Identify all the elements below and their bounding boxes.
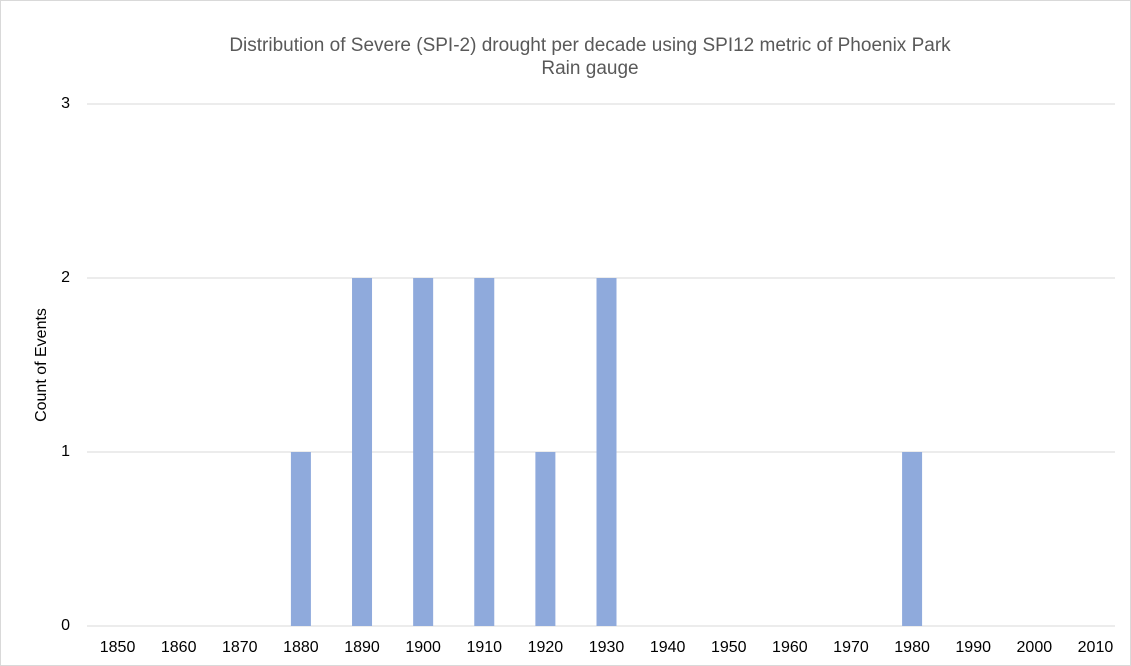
x-tick-label: 1990 — [955, 639, 991, 656]
x-tick-label: 1860 — [161, 639, 197, 656]
x-tick-label: 1920 — [528, 639, 564, 656]
x-tick-label: 1980 — [894, 639, 930, 656]
bar — [596, 278, 617, 626]
bar — [413, 278, 434, 626]
x-tick-label: 1960 — [772, 639, 808, 656]
bar — [535, 452, 556, 626]
x-tick-label: 1870 — [222, 639, 258, 656]
y-tick-label: 3 — [61, 95, 70, 112]
chart-title: Distribution of Severe (SPI-2) drought p… — [229, 35, 951, 79]
y-tick-label: 0 — [61, 617, 70, 634]
x-tick-label: 1940 — [650, 639, 686, 656]
x-tick-label: 1900 — [405, 639, 441, 656]
x-tick-label: 1850 — [100, 639, 136, 656]
bar — [290, 452, 311, 626]
x-tick-label: 1970 — [833, 639, 869, 656]
y-tick-label: 1 — [61, 443, 70, 460]
bar — [352, 278, 373, 626]
bar — [902, 452, 923, 626]
x-tick-label: 2000 — [1017, 639, 1053, 656]
x-tick-label: 1910 — [466, 639, 502, 656]
x-tick-label: 1890 — [344, 639, 380, 656]
x-tick-label: 2010 — [1078, 639, 1114, 656]
y-tick-label: 2 — [61, 269, 70, 286]
bar — [474, 278, 495, 626]
x-tick-label: 1880 — [283, 639, 319, 656]
x-tick-label: 1950 — [711, 639, 747, 656]
y-axis-label: Count of Events — [33, 308, 50, 422]
x-tick-label: 1930 — [589, 639, 625, 656]
